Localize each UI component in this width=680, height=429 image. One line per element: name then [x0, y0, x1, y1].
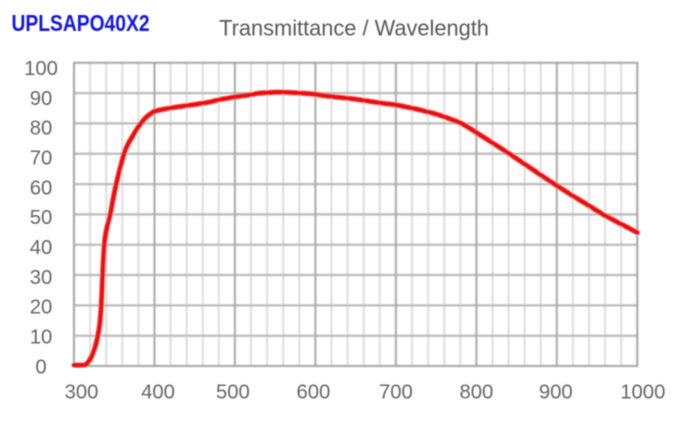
svg-text:300: 300 [65, 381, 99, 403]
svg-text:30: 30 [30, 267, 53, 289]
svg-text:600: 600 [296, 381, 330, 403]
svg-text:800: 800 [459, 381, 493, 403]
svg-text:UPLSAPO40X2: UPLSAPO40X2 [12, 10, 150, 36]
svg-text:0: 0 [35, 356, 46, 378]
svg-text:900: 900 [539, 381, 573, 403]
svg-text:80: 80 [30, 118, 53, 140]
svg-text:1000: 1000 [620, 381, 665, 403]
svg-text:90: 90 [30, 88, 53, 110]
svg-text:10: 10 [30, 327, 53, 349]
svg-text:60: 60 [30, 177, 53, 199]
svg-text:40: 40 [30, 237, 53, 259]
svg-text:700: 700 [379, 381, 413, 403]
svg-text:Transmittance / Wavelength: Transmittance / Wavelength [219, 16, 489, 41]
svg-text:100: 100 [24, 58, 58, 80]
svg-text:20: 20 [30, 297, 53, 319]
svg-text:500: 500 [216, 381, 250, 403]
svg-text:70: 70 [30, 148, 53, 170]
svg-text:50: 50 [30, 207, 53, 229]
svg-text:400: 400 [141, 381, 175, 403]
